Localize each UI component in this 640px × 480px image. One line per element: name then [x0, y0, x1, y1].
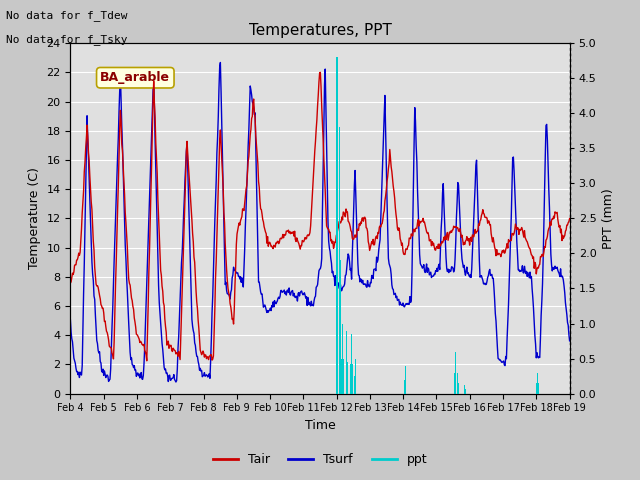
- Bar: [346, 331, 348, 394]
- Bar: [464, 385, 465, 394]
- Bar: [336, 226, 337, 394]
- Bar: [342, 324, 343, 394]
- Bar: [343, 359, 344, 394]
- Bar: [455, 372, 456, 394]
- Bar: [341, 359, 342, 394]
- Bar: [347, 362, 348, 394]
- Bar: [355, 359, 356, 394]
- Bar: [405, 380, 406, 394]
- Bar: [454, 372, 455, 394]
- Bar: [352, 364, 353, 394]
- Text: No data for f_Tsky: No data for f_Tsky: [6, 34, 128, 45]
- Text: BA_arable: BA_arable: [100, 71, 170, 84]
- Bar: [458, 383, 459, 394]
- Bar: [537, 372, 538, 394]
- Bar: [456, 383, 458, 394]
- Bar: [454, 351, 456, 394]
- Bar: [339, 127, 340, 394]
- Bar: [465, 389, 466, 394]
- Legend: Tair, Tsurf, ppt: Tair, Tsurf, ppt: [207, 448, 433, 471]
- Bar: [404, 366, 406, 394]
- Bar: [350, 364, 351, 394]
- Title: Temperatures, PPT: Temperatures, PPT: [248, 23, 392, 38]
- Bar: [354, 376, 355, 394]
- Bar: [536, 383, 538, 394]
- Bar: [538, 383, 539, 394]
- Bar: [463, 389, 465, 394]
- Y-axis label: PPT (mm): PPT (mm): [602, 188, 615, 249]
- Text: No data for f_Tdew: No data for f_Tdew: [6, 10, 128, 21]
- Bar: [339, 261, 340, 394]
- Y-axis label: Temperature (C): Temperature (C): [28, 168, 41, 269]
- Bar: [351, 334, 352, 394]
- Bar: [337, 226, 338, 394]
- X-axis label: Time: Time: [305, 419, 335, 432]
- Bar: [404, 380, 405, 394]
- Bar: [340, 261, 341, 394]
- Bar: [355, 376, 356, 394]
